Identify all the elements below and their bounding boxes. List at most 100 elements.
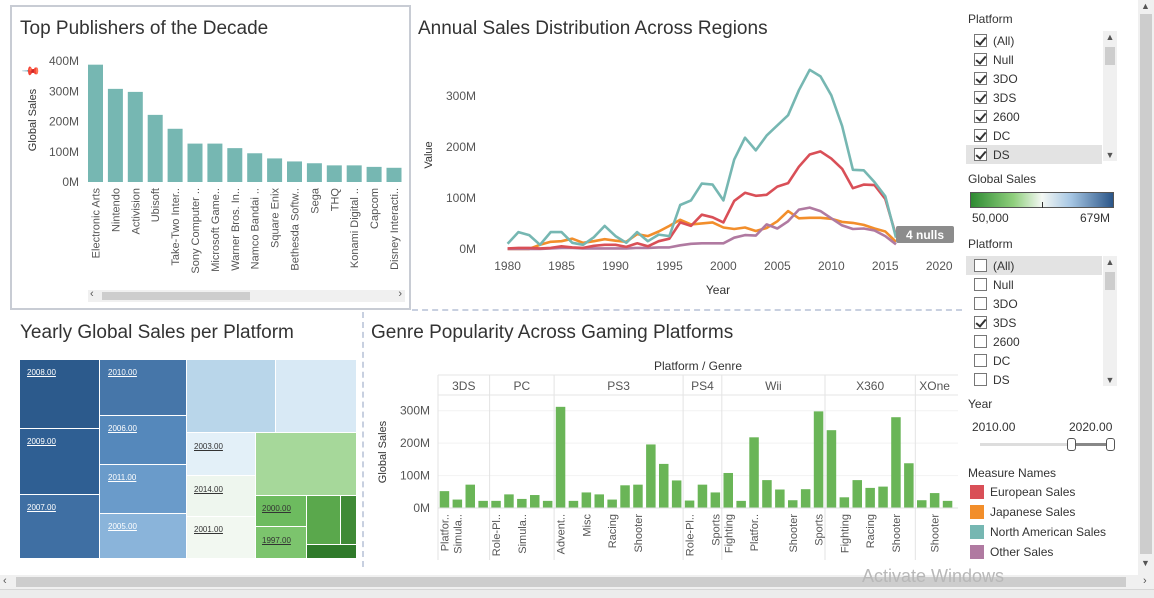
x-tick-label: Ubisoft: [150, 188, 162, 222]
checkbox[interactable]: [974, 72, 987, 85]
year-slider-handle-max[interactable]: [1106, 438, 1115, 451]
treemap-cell[interactable]: [256, 433, 356, 495]
page-vscroll-thumb[interactable]: [1140, 14, 1152, 554]
platform-filter-2-item[interactable]: 3DO: [966, 294, 1102, 313]
x-tick-label: 1990: [602, 259, 629, 273]
platform-filter-item[interactable]: DS: [966, 145, 1102, 164]
y-tick-label: 100M: [400, 469, 430, 483]
page-vscroll[interactable]: ▲ ▼: [1138, 0, 1154, 575]
platform-filter-item[interactable]: Null: [966, 50, 1102, 69]
treemap-cell[interactable]: [187, 476, 255, 516]
scroll-up-icon[interactable]: ▲: [1105, 257, 1115, 267]
treemap-cell[interactable]: [256, 527, 306, 558]
legend-item[interactable]: Other Sales: [970, 545, 1053, 559]
treemap-cell[interactable]: [100, 514, 186, 558]
treemap-cell[interactable]: [100, 360, 186, 415]
scroll-left-icon[interactable]: ‹: [90, 288, 94, 300]
treemap-cell[interactable]: [187, 517, 255, 558]
scroll-left-icon[interactable]: ‹: [3, 575, 7, 587]
year-slider-handle-min[interactable]: [1067, 438, 1076, 451]
checkbox[interactable]: [974, 297, 987, 310]
platform-filter-item[interactable]: DC: [966, 126, 1102, 145]
scroll-up-icon[interactable]: ▲: [1105, 32, 1115, 42]
platform-label: PS3: [607, 379, 630, 393]
year-max-label: 2020.00: [1069, 420, 1113, 434]
checkbox[interactable]: [974, 129, 987, 142]
scroll-right-icon[interactable]: ›: [1143, 575, 1147, 587]
platform-filter-2-item[interactable]: 2600: [966, 332, 1102, 351]
scrollbar-thumb[interactable]: [1105, 47, 1115, 65]
treemap-cell[interactable]: [187, 433, 255, 475]
platform-filter-item[interactable]: (All): [966, 31, 1102, 50]
page-hscroll[interactable]: ‹ ›: [0, 575, 1154, 589]
checkbox[interactable]: [974, 373, 987, 386]
regions-title: Annual Sales Distribution Across Regions: [418, 18, 768, 39]
genre-bar: [917, 500, 927, 508]
year-min-label: 2010.00: [972, 420, 1016, 434]
checkbox[interactable]: [974, 335, 987, 348]
legend-item[interactable]: Japanese Sales: [970, 505, 1075, 519]
platform-label: XOne: [919, 379, 950, 393]
yearly-treemap: 2008.00 2010.00 2009.00 2006.00 2011.00 …: [20, 360, 356, 558]
platform-filter-2-scrollbar[interactable]: ▲ ▼: [1103, 256, 1117, 386]
publisher-bar: [247, 153, 263, 182]
checkbox[interactable]: [974, 316, 987, 329]
year-slider-track[interactable]: [980, 443, 1110, 446]
treemap-cell[interactable]: [100, 416, 186, 464]
genre-bar: [684, 500, 695, 508]
treemap-cell[interactable]: [20, 360, 99, 428]
scroll-down-icon[interactable]: ▼: [1141, 558, 1150, 568]
x-tick-label: THQ: [329, 188, 341, 212]
publishers-hscroll[interactable]: ‹ ›: [88, 288, 405, 302]
treemap-cell[interactable]: [256, 496, 306, 526]
checkbox[interactable]: [974, 110, 987, 123]
treemap-label: 2005.00: [108, 522, 137, 531]
platform-filter-2-item[interactable]: Null: [966, 275, 1102, 294]
checkbox[interactable]: [974, 53, 987, 66]
genre-bar: [723, 472, 733, 508]
scroll-right-icon[interactable]: ›: [398, 288, 402, 300]
scroll-down-icon[interactable]: ▼: [1105, 375, 1115, 385]
platform-filter-2-item[interactable]: 3DS: [966, 313, 1102, 332]
legend-item[interactable]: North American Sales: [970, 525, 1106, 539]
treemap-cell[interactable]: [341, 496, 356, 544]
treemap-cell[interactable]: [20, 495, 99, 558]
treemap-cell[interactable]: [276, 360, 356, 432]
legend-swatch: [970, 545, 984, 559]
scrollbar-thumb[interactable]: [1105, 272, 1115, 290]
scroll-up-icon[interactable]: ▲: [1141, 1, 1150, 11]
publisher-bar: [127, 91, 143, 182]
legend-item[interactable]: European Sales: [970, 485, 1075, 499]
y-axis-label: Global Sales: [27, 88, 39, 151]
treemap-cell[interactable]: [100, 465, 186, 513]
genre-bar: [568, 500, 579, 508]
treemap-label: 2006.00: [108, 424, 137, 433]
platform-filter-scrollbar[interactable]: ▲ ▼: [1103, 31, 1117, 161]
treemap-cell[interactable]: [307, 545, 356, 558]
treemap-cell[interactable]: [307, 496, 340, 544]
checkbox[interactable]: [974, 259, 987, 272]
treemap-cell[interactable]: [187, 360, 275, 432]
page-hscroll-thumb[interactable]: [16, 577, 1126, 587]
checkbox[interactable]: [974, 278, 987, 291]
y-tick-label: 100M: [446, 191, 476, 205]
publishers-hscroll-thumb[interactable]: [102, 292, 250, 300]
genre-bar: [491, 500, 501, 508]
platform-filter-item-label: (All): [993, 33, 1015, 48]
platform-filter-item[interactable]: 2600: [966, 107, 1102, 126]
platform-filter-2-item-label: DC: [993, 353, 1011, 368]
platform-filter-2-item[interactable]: DS: [966, 370, 1102, 389]
platform-filter-2-item[interactable]: (All): [966, 256, 1102, 275]
publisher-bar: [306, 163, 322, 182]
x-tick-label: 2020: [926, 259, 953, 273]
platform-filter-item[interactable]: 3DS: [966, 88, 1102, 107]
scroll-down-icon[interactable]: ▼: [1105, 150, 1115, 160]
genre-bar: [839, 497, 850, 508]
platform-filter-item[interactable]: 3DO: [966, 69, 1102, 88]
checkbox[interactable]: [974, 148, 987, 161]
checkbox[interactable]: [974, 354, 987, 367]
treemap-cell[interactable]: [20, 429, 99, 494]
checkbox[interactable]: [974, 91, 987, 104]
platform-filter-2-item[interactable]: DC: [966, 351, 1102, 370]
checkbox[interactable]: [974, 34, 987, 47]
